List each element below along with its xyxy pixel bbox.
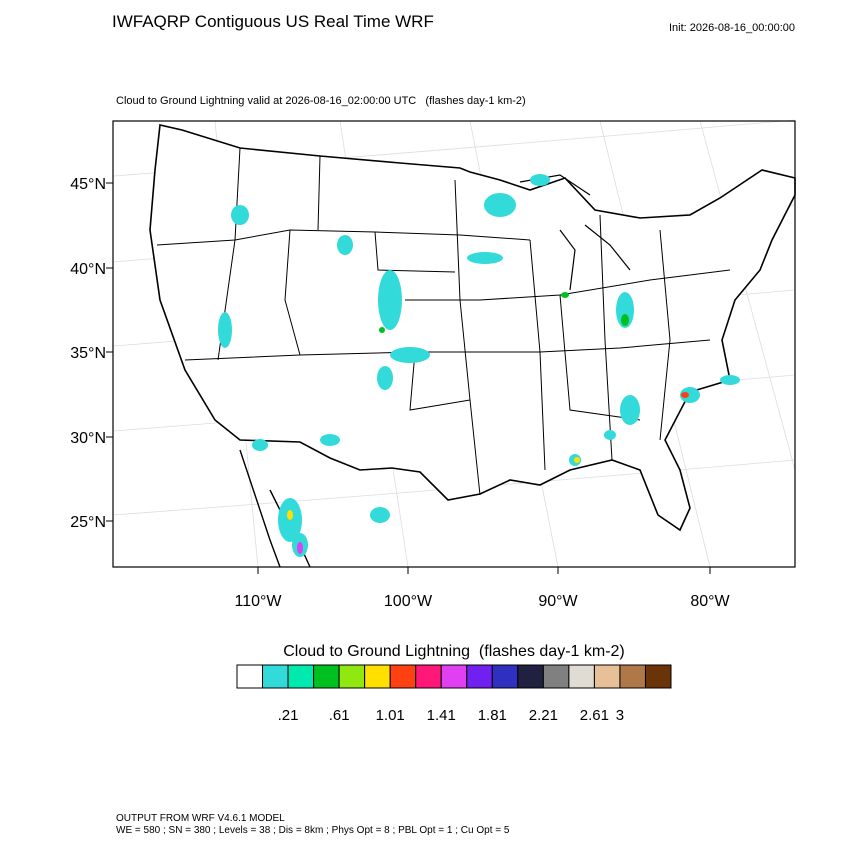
color-box xyxy=(262,664,289,689)
footer-line2: WE = 580 ; SN = 380 ; Levels = 38 ; Dis … xyxy=(116,825,510,836)
us-outline xyxy=(149,124,796,532)
color-box xyxy=(568,664,595,689)
color-box xyxy=(517,664,544,689)
init-time: Init: 2026-08-16_00:00:00 xyxy=(669,22,795,34)
lat-label: 40°N xyxy=(70,261,106,278)
colorbar-label: 2.61 xyxy=(580,707,609,724)
lightning-high xyxy=(287,292,689,554)
color-box xyxy=(364,664,391,689)
color-box xyxy=(389,664,417,689)
title: IWFAQRP Contiguous US Real Time WRF xyxy=(112,12,434,31)
lon-labels: 110°W 100°W 90°W 80°W xyxy=(234,567,731,610)
color-box xyxy=(338,664,366,689)
color-box xyxy=(236,664,264,689)
colorbar: .21 .61 1.01 1.41 1.81 2.21 2.61 3 xyxy=(236,664,672,724)
lon-label: 100°W xyxy=(384,593,433,610)
color-box xyxy=(619,664,646,689)
lat-label: 35°N xyxy=(70,345,106,362)
color-box xyxy=(415,664,442,689)
lon-label: 110°W xyxy=(234,593,282,610)
color-box xyxy=(491,664,519,689)
lat-label: 25°N xyxy=(70,514,106,531)
subtitle: Cloud to Ground Lightning valid at 2026-… xyxy=(116,95,526,107)
colorbar-label: .21 xyxy=(278,707,299,724)
color-box xyxy=(593,664,621,689)
colorbar-title: Cloud to Ground Lightning (flashes day-1… xyxy=(283,643,625,660)
color-box xyxy=(644,664,672,689)
colorbar-label: .61 xyxy=(329,707,350,724)
colorbar-label: 2.21 xyxy=(529,707,558,724)
lat-label: 45°N xyxy=(70,176,106,193)
map-frame xyxy=(112,120,796,568)
colorbar-label: 1.41 xyxy=(427,707,456,724)
lon-label: 90°W xyxy=(538,593,578,610)
lat-labels: 45°N 40°N 35°N 30°N 25°N xyxy=(70,176,113,531)
color-box xyxy=(542,664,570,689)
map xyxy=(112,119,796,568)
color-box xyxy=(440,664,468,689)
lon-label: 80°W xyxy=(690,593,730,610)
color-box xyxy=(287,664,315,689)
color-box xyxy=(313,664,340,689)
lat-label: 30°N xyxy=(70,430,106,447)
colorbar-label: 1.01 xyxy=(376,707,405,724)
colorbar-label: 1.81 xyxy=(478,707,507,724)
colorbar-label: 3 xyxy=(616,707,624,724)
footer-line1: OUTPUT FROM WRF V4.6.1 MODEL xyxy=(116,813,285,824)
color-box xyxy=(466,664,493,689)
